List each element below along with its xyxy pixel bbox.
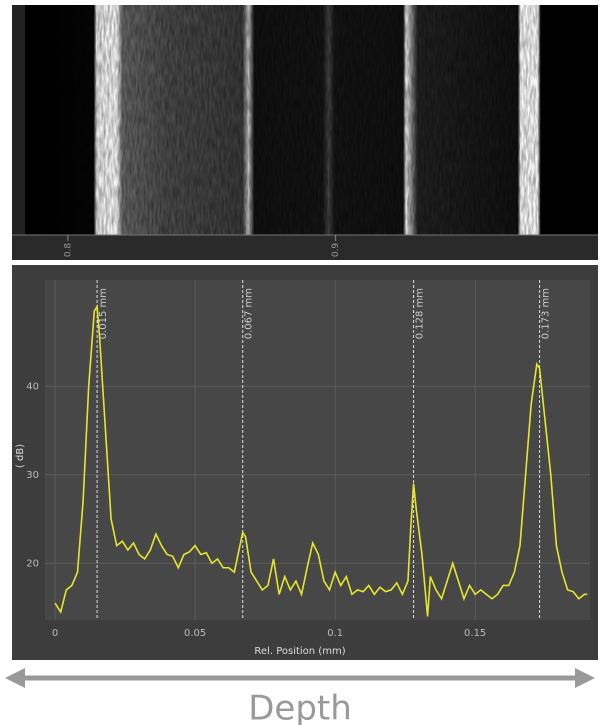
image-axis bbox=[12, 235, 598, 260]
x-tick-label: 0.05 bbox=[184, 628, 206, 639]
arrow-head-left bbox=[5, 668, 25, 688]
x-tick-label: 0.9 bbox=[331, 243, 341, 258]
marker-label: 0.128 mm bbox=[415, 288, 426, 339]
caption: Depth bbox=[248, 689, 352, 725]
marker-label: 0.015 mm bbox=[98, 288, 109, 339]
y-tick-label: 20 bbox=[26, 558, 39, 569]
x-tick-label: 0 bbox=[52, 628, 58, 639]
y-tick-label: 40 bbox=[26, 381, 39, 392]
y-tick-label: 30 bbox=[26, 470, 39, 481]
marker-label: 0.067 mm bbox=[244, 288, 255, 339]
marker-label: 0.173 mm bbox=[541, 288, 552, 339]
plot-area bbox=[45, 280, 590, 620]
x-tick-label: 0.1 bbox=[327, 628, 343, 639]
signal-line bbox=[54, 304, 588, 617]
x-axis-label: Rel. Position (mm) bbox=[254, 646, 345, 657]
arrow-head-right bbox=[575, 668, 595, 688]
y-axis-label: ( dB) bbox=[15, 444, 26, 468]
x-tick-label: 0.15 bbox=[464, 628, 486, 639]
x-tick-label: 0.8 bbox=[63, 243, 73, 258]
image-texture bbox=[25, 5, 598, 235]
